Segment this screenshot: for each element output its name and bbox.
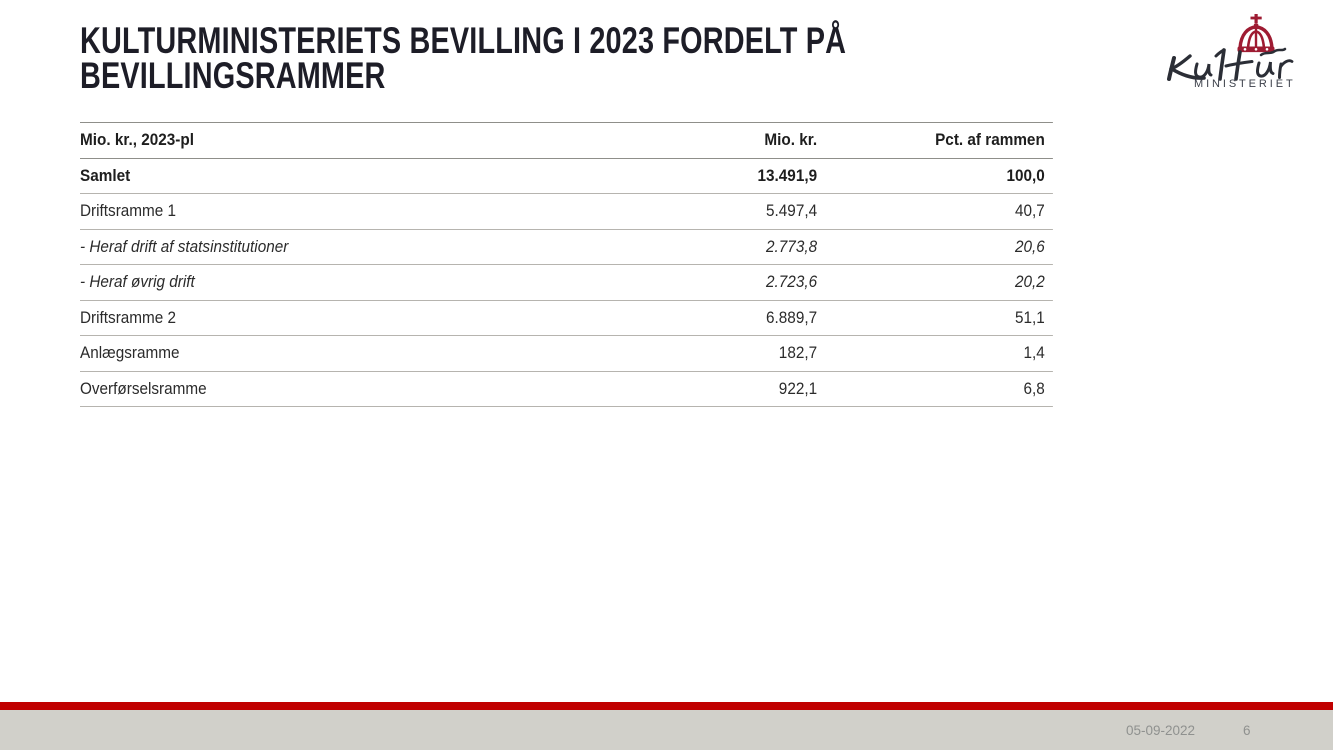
- row-pct: 1,4: [1023, 343, 1045, 363]
- row-label: - Heraf øvrig drift: [80, 272, 195, 292]
- row-mio-kr: 182,7: [778, 343, 818, 363]
- budget-table: Mio. kr., 2023-pl Mio. kr. Pct. af ramme…: [80, 122, 1053, 407]
- column-header-unit: Mio. kr., 2023-pl: [80, 130, 194, 150]
- table-row-heraf-ovrig-drift: - Heraf øvrig drift 2.723,6 20,2: [80, 265, 1053, 301]
- column-header-pct: Pct. af rammen: [935, 130, 1045, 150]
- column-header-mio-kr: Mio. kr.: [764, 130, 818, 150]
- ministeriet-label: MINISTERIET: [1194, 78, 1296, 90]
- footer: 05-09-2022 6: [0, 710, 1333, 750]
- logo-graphic: [1167, 14, 1294, 81]
- row-label: Samlet: [80, 165, 131, 185]
- crown-icon: [1237, 14, 1275, 53]
- row-label: Anlægsramme: [80, 343, 180, 363]
- kulturministeriet-logo: MINISTERIET: [1160, 10, 1318, 100]
- row-pct: 6,8: [1023, 378, 1045, 398]
- footer-date: 05-09-2022: [1126, 723, 1196, 738]
- kultur-script-icon: [1167, 47, 1294, 81]
- table-header-row: Mio. kr., 2023-pl Mio. kr. Pct. af ramme…: [80, 122, 1053, 159]
- red-accent-bar: [0, 702, 1333, 710]
- table-row-heraf-statsinstitutioner: - Heraf drift af statsinstitutioner 2.77…: [80, 230, 1053, 265]
- row-mio-kr: 922,1: [778, 378, 818, 398]
- page-title: KULTURMINISTERIETS BEVILLING I 2023 FORD…: [80, 20, 847, 96]
- table-row-overfoerselsramme: Overførselsramme 922,1 6,8: [80, 372, 1053, 407]
- row-label: Driftsramme 1: [80, 201, 177, 221]
- page-title-line1: KULTURMINISTERIETS BEVILLING I 2023 FORD…: [80, 20, 847, 61]
- table-row-driftsramme-2: Driftsramme 2 6.889,7 51,1: [80, 301, 1053, 336]
- row-label: - Heraf drift af statsinstitutioner: [80, 236, 289, 256]
- table-row-driftsramme-1: Driftsramme 1 5.497,4 40,7: [80, 194, 1053, 230]
- row-pct: 40,7: [1015, 201, 1045, 221]
- row-pct: 20,6: [1015, 236, 1045, 256]
- row-label: Driftsramme 2: [80, 307, 177, 327]
- row-mio-kr: 6.889,7: [766, 307, 818, 327]
- row-mio-kr: 13.491,9: [757, 165, 818, 185]
- table-row-anlaegsramme: Anlægsramme 182,7 1,4: [80, 336, 1053, 372]
- row-pct: 20,2: [1015, 272, 1045, 292]
- row-mio-kr: 2.773,8: [766, 236, 818, 256]
- table-row-samlet: Samlet 13.491,9 100,0: [80, 159, 1053, 194]
- row-mio-kr: 5.497,4: [766, 201, 818, 221]
- row-mio-kr: 2.723,6: [766, 272, 818, 292]
- row-pct: 100,0: [1006, 165, 1045, 185]
- row-label: Overførselsramme: [80, 378, 207, 398]
- footer-page-number: 6: [1243, 723, 1251, 738]
- row-pct: 51,1: [1015, 307, 1045, 327]
- page-title-line2: BEVILLINGSRAMMER: [80, 54, 386, 96]
